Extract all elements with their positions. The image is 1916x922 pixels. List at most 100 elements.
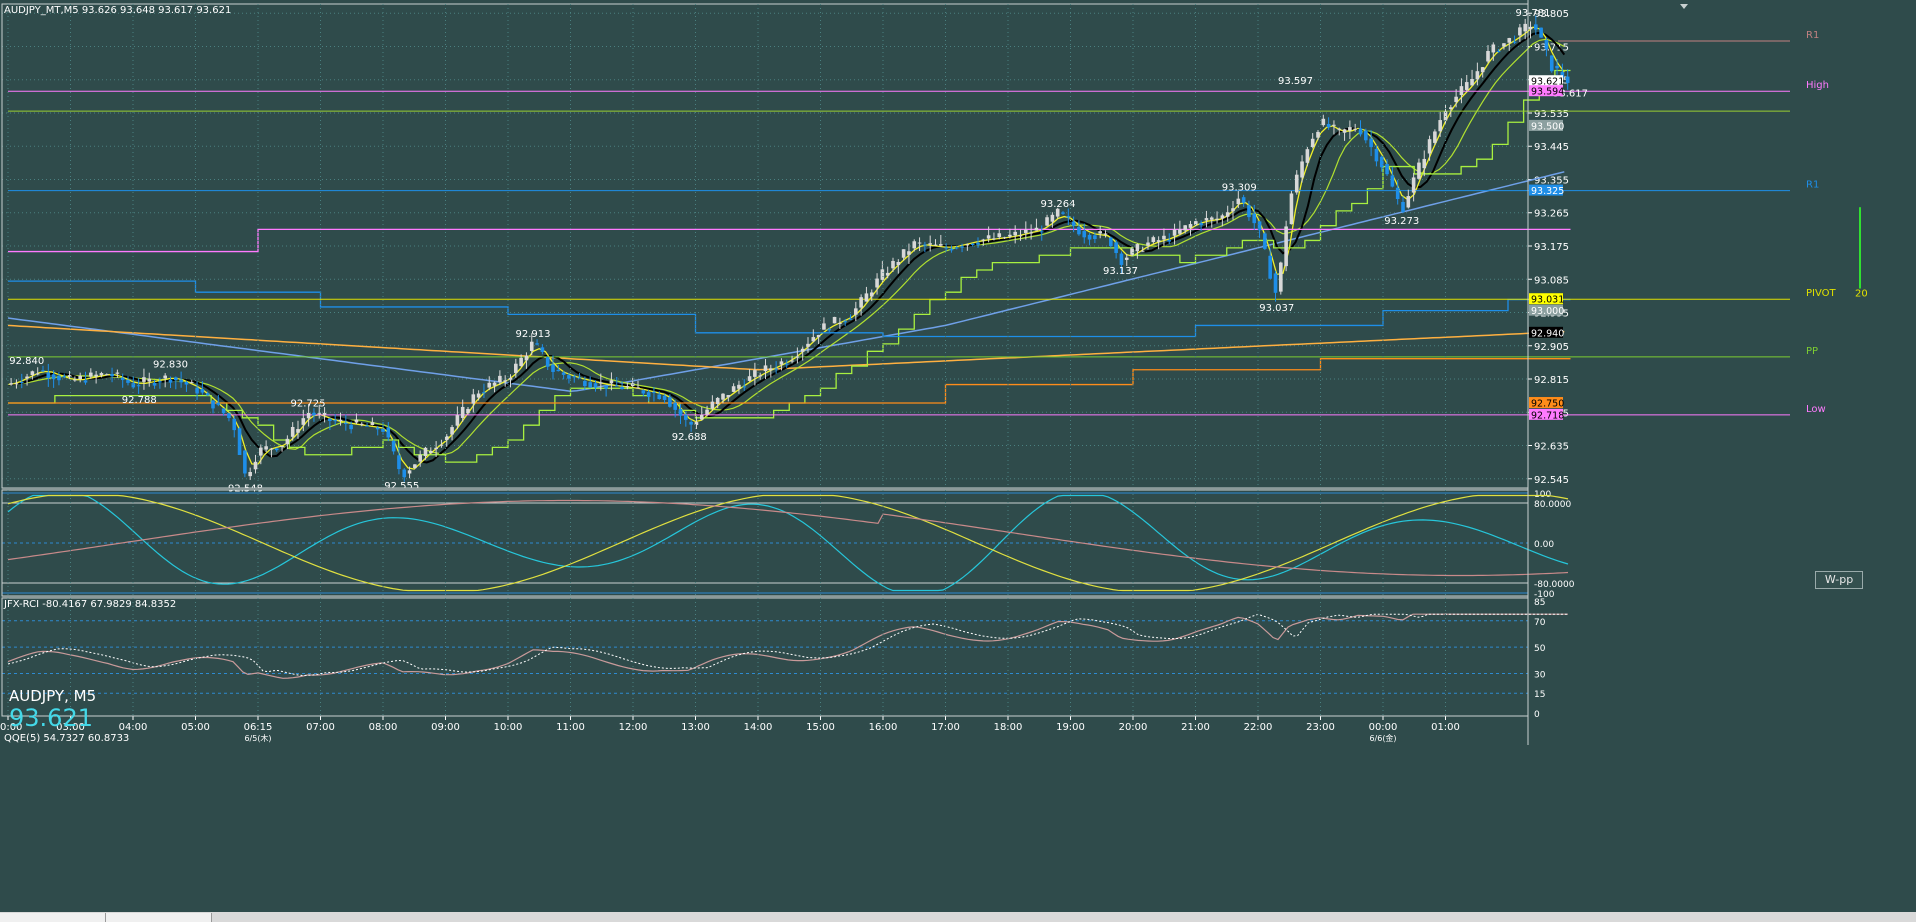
y-tick-label: 93.355 — [1534, 175, 1569, 186]
candle-body — [668, 397, 672, 407]
price-annotation: 93.597 — [1278, 76, 1313, 87]
candle-body — [269, 448, 274, 450]
candle-body — [1268, 255, 1272, 279]
chart-tab[interactable] — [0, 913, 106, 922]
candle-body — [1034, 227, 1039, 231]
candle-body — [662, 395, 667, 400]
price-annotation: 92.840 — [9, 356, 44, 367]
candle-body — [1008, 234, 1012, 237]
candle-body — [264, 446, 268, 450]
candle-body — [673, 402, 677, 410]
candle-body — [699, 414, 704, 420]
candle-body — [933, 244, 938, 246]
candle-body — [1294, 174, 1299, 193]
x-tick-label: 23:00 — [1306, 722, 1335, 733]
candle-body — [620, 386, 624, 390]
candle-body — [1549, 55, 1554, 72]
candle-body — [1055, 208, 1060, 217]
candle-body — [365, 425, 369, 427]
candle-body — [120, 377, 125, 381]
price-tag — [1529, 408, 1563, 420]
candle-body — [200, 389, 205, 393]
candle-body — [1204, 218, 1209, 221]
price-annotation: 92.830 — [153, 359, 188, 370]
candle-body — [503, 380, 507, 382]
candle-body — [912, 241, 917, 249]
candle-body — [434, 447, 438, 450]
candle-body — [1236, 198, 1241, 205]
candle-body — [907, 251, 911, 255]
candle-body — [1528, 26, 1533, 30]
x-tick-label: 13:00 — [681, 722, 710, 733]
candle-body — [1263, 233, 1267, 249]
x-tick-label: 05:00 — [181, 722, 210, 733]
rci-mid — [7, 494, 1569, 592]
price-annotation: 93.273 — [1384, 216, 1419, 227]
candle-body — [583, 380, 587, 387]
candle-body — [529, 341, 534, 351]
candle-body — [710, 401, 715, 409]
candle-body — [774, 368, 778, 370]
main-panel: 93.80593.71593.62593.53593.44593.35593.2… — [2, 4, 1868, 495]
symbol-label: AUDJPY, M5 — [9, 687, 97, 705]
ma-long-blue — [7, 171, 1565, 392]
candle-body — [179, 379, 183, 383]
qqe-y-tick-label: 30 — [1534, 670, 1546, 680]
candle-body — [487, 382, 492, 388]
candle-body — [57, 375, 61, 381]
x-tick-label: 22:00 — [1244, 722, 1273, 733]
x-tick-label: 21:00 — [1181, 722, 1210, 733]
step-line-pink — [8, 228, 1571, 253]
candle-body — [758, 375, 762, 377]
x-tick-label: 04:00 — [119, 722, 148, 733]
wpp-button[interactable]: W-pp — [1815, 571, 1863, 589]
candle-body — [174, 377, 178, 381]
price-annotation: 93.309 — [1222, 182, 1257, 193]
candle-body — [1321, 118, 1326, 126]
candle-body — [62, 376, 67, 378]
candle-body — [259, 447, 263, 456]
candle-body — [1199, 223, 1203, 226]
candle-body — [216, 402, 221, 405]
bottom-tab-bar — [0, 912, 1916, 922]
candle-body — [1390, 175, 1395, 187]
candle-body — [333, 420, 337, 422]
candle-body — [997, 233, 1002, 238]
chart-tab[interactable] — [106, 913, 212, 922]
candle-body — [1225, 212, 1230, 217]
candle-body — [413, 464, 417, 469]
candle-body — [1289, 193, 1294, 225]
candle-body — [9, 383, 13, 385]
candle-body — [514, 363, 518, 373]
candle-body — [35, 373, 40, 375]
candle-body — [1438, 120, 1442, 132]
candle-body — [253, 461, 258, 470]
ma-black — [7, 31, 1566, 464]
price-tag-label: 93.325 — [1531, 186, 1564, 197]
candle-body — [684, 414, 688, 420]
y-tick-label: 92.905 — [1534, 342, 1569, 353]
candle-body — [646, 392, 651, 397]
candle-body — [636, 387, 640, 389]
rci-header-info: JFX-RCI -80.4167 67.9829 84.8352 — [4, 599, 177, 610]
price-tag — [1529, 326, 1563, 338]
candle-body — [1486, 51, 1490, 62]
candle-body — [312, 412, 316, 416]
candle-body — [444, 436, 449, 440]
rci-y-tick-label: 0.00 — [1534, 540, 1554, 550]
candle-body — [556, 369, 561, 372]
candle-body — [136, 385, 141, 387]
candle-body — [439, 444, 444, 446]
candle-body — [205, 393, 210, 396]
candle-body — [779, 361, 784, 365]
x-tick-label: 07:00 — [306, 722, 335, 733]
candle-body — [1082, 231, 1087, 238]
candle-body — [375, 427, 380, 430]
candle-body — [875, 278, 879, 288]
candle-body — [290, 426, 295, 437]
candle-body — [535, 343, 539, 345]
candle-body — [492, 382, 497, 386]
x-tick-label: 03:00 — [56, 722, 85, 733]
